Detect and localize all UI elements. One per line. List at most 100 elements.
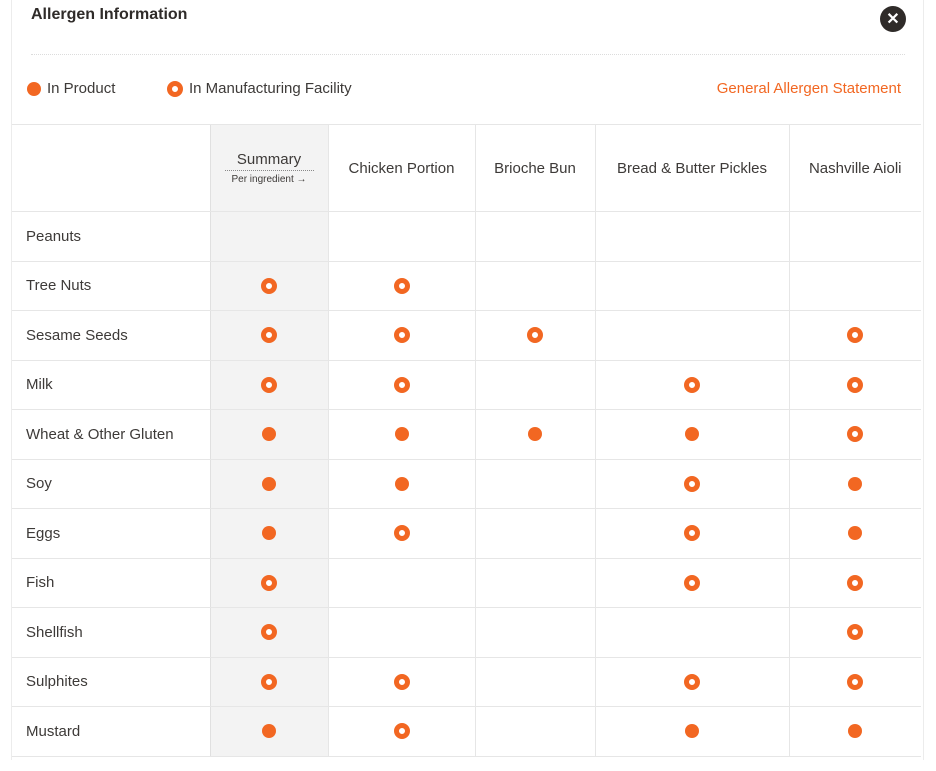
in-product-icon (685, 427, 699, 442)
table-row: Eggs (12, 508, 921, 559)
in-facility-icon (684, 475, 700, 492)
header-summary: Summary Per ingredient → (209, 124, 328, 212)
in-facility-icon (684, 574, 700, 591)
table-row: Shellfish (12, 607, 921, 658)
header-column: Nashville Aioli (788, 124, 921, 212)
allergen-label: Mustard (12, 706, 210, 757)
in-product-icon (685, 724, 699, 739)
in-product-icon (394, 476, 409, 491)
summary-subtitle: Per ingredient → (231, 174, 307, 185)
in-product-icon (262, 724, 276, 739)
in-product-icon (394, 427, 409, 442)
in-facility-icon (847, 673, 864, 690)
ingredient-cell (788, 508, 921, 559)
legend-in-facility: In Manufacturing Facility (167, 80, 352, 97)
allergen-label: Tree Nuts (12, 261, 210, 311)
table-row: Milk (12, 360, 921, 410)
header-blank (12, 124, 210, 212)
in-product-icon (528, 427, 542, 442)
in-product-icon (848, 476, 863, 491)
summary-cell (209, 508, 328, 559)
summary-title: Summary (224, 151, 314, 171)
summary-cell (209, 211, 328, 262)
ingredient-cell (594, 409, 789, 460)
in-facility-icon (261, 673, 277, 690)
legend-in-product-label: In Product (47, 80, 116, 97)
ingredient-cell (594, 211, 789, 262)
ingredient-cell (594, 261, 789, 311)
ingredient-cell (474, 706, 595, 757)
in-facility-icon (393, 525, 410, 542)
table-row: Sesame Seeds (12, 310, 921, 361)
in-facility-icon (847, 574, 864, 591)
table-row: Fish (12, 558, 921, 608)
ingredient-cell (474, 211, 595, 262)
ingredient-cell (474, 607, 595, 658)
summary-cell (209, 706, 328, 757)
ingredient-cell (474, 657, 595, 707)
allergen-label: Sesame Seeds (12, 310, 210, 361)
ingredient-cell (327, 459, 475, 509)
ingredient-cell (788, 607, 921, 658)
ingredient-cell (327, 558, 475, 608)
allergen-label: Wheat & Other Gluten (12, 409, 210, 460)
in-facility-icon (393, 376, 410, 393)
ingredient-cell (327, 706, 475, 757)
table-header-row: Summary Per ingredient → Chicken Portion… (12, 124, 921, 212)
table-row: Mustard (12, 706, 921, 757)
table-row: Wheat & Other Gluten (12, 409, 921, 460)
summary-cell (209, 310, 328, 361)
summary-cell (209, 459, 328, 509)
ingredient-cell (474, 558, 595, 608)
ingredient-cell (788, 261, 921, 311)
in-product-icon (262, 427, 276, 442)
divider (31, 54, 905, 55)
table-row: Peanuts (12, 211, 921, 262)
summary-cell (209, 558, 328, 608)
ingredient-cell (788, 360, 921, 410)
ingredient-cell (594, 310, 789, 361)
in-facility-icon (261, 277, 277, 294)
summary-cell (209, 607, 328, 658)
ingredient-cell (327, 360, 475, 410)
in-product-icon (848, 526, 863, 541)
ingredient-cell (594, 360, 789, 410)
allergen-label: Shellfish (12, 607, 210, 658)
summary-cell (209, 360, 328, 410)
in-facility-icon (684, 673, 700, 690)
ingredient-cell (474, 459, 595, 509)
close-icon[interactable]: ✕ (880, 6, 906, 32)
allergen-label: Sulphites (12, 657, 210, 707)
ingredient-cell (788, 706, 921, 757)
allergen-label: Fish (12, 558, 210, 608)
ingredient-cell (474, 409, 595, 460)
table-row: Tree Nuts (12, 261, 921, 311)
in-product-icon (262, 476, 276, 491)
ingredient-cell (327, 310, 475, 361)
ingredient-cell (327, 211, 475, 262)
allergen-label: Eggs (12, 508, 210, 559)
in-facility-icon (261, 624, 277, 641)
ingredient-cell (788, 211, 921, 262)
allergen-label: Soy (12, 459, 210, 509)
panel-title: Allergen Information (31, 6, 188, 23)
in-facility-icon (847, 327, 864, 344)
legend-in-facility-label: In Manufacturing Facility (189, 80, 352, 97)
ingredient-cell (594, 558, 789, 608)
table-row: Soy (12, 459, 921, 509)
ingredient-cell (788, 310, 921, 361)
in-facility-icon (847, 624, 864, 641)
in-facility-icon (261, 574, 277, 591)
ingredient-cell (788, 459, 921, 509)
allergen-table: Summary Per ingredient → Chicken Portion… (12, 124, 921, 757)
in-facility-icon (393, 277, 410, 294)
ingredient-cell (327, 261, 475, 311)
summary-cell (209, 261, 328, 311)
ingredient-cell (474, 360, 595, 410)
ingredient-cell (788, 409, 921, 460)
in-facility-icon (684, 376, 700, 393)
summary-cell (209, 409, 328, 460)
general-allergen-statement-link[interactable]: General Allergen Statement (716, 80, 901, 97)
in-facility-icon (261, 327, 277, 344)
in-facility-icon (847, 376, 864, 393)
